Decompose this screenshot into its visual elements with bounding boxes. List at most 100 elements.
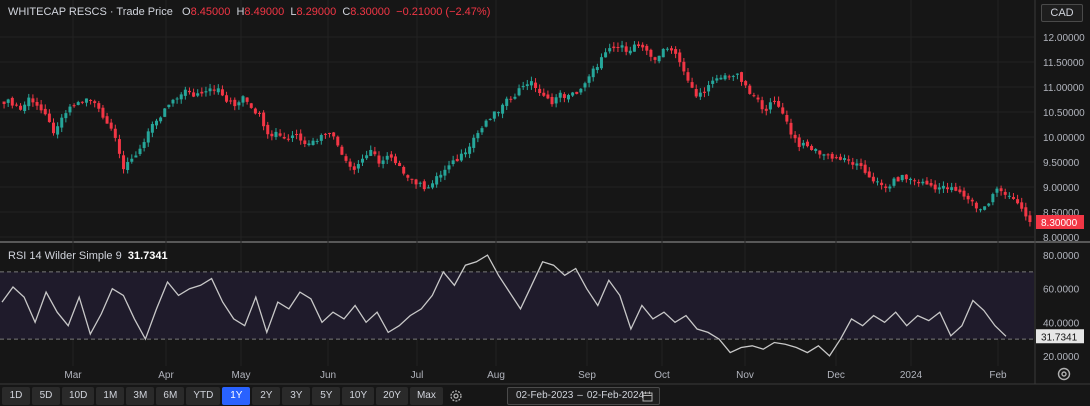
y-tick-label: 10.00000 xyxy=(1043,133,1085,144)
candle-body xyxy=(773,100,776,102)
range-button-3y[interactable]: 3Y xyxy=(282,387,311,405)
candle-body xyxy=(521,85,525,88)
price-legend: WHITECAP RESCS · Trade Price O8.45000 H8… xyxy=(8,6,490,18)
candle-body xyxy=(455,158,459,162)
range-button-2y[interactable]: 2Y xyxy=(252,387,281,405)
range-button-1m[interactable]: 1M xyxy=(96,387,125,405)
range-button-20y[interactable]: 20Y xyxy=(376,387,408,405)
candle-body xyxy=(604,52,608,58)
candle-body xyxy=(859,163,863,166)
candle-body xyxy=(171,99,175,104)
candle-body xyxy=(130,158,134,162)
y-tick-label: 9.00000 xyxy=(1043,183,1080,194)
y-tick-label: 12.00000 xyxy=(1043,33,1085,44)
candle-body xyxy=(6,99,10,103)
candle-body xyxy=(954,186,958,191)
candle-body xyxy=(513,96,517,99)
candle-body xyxy=(801,142,805,146)
candle-body xyxy=(690,82,694,88)
range-button-3m[interactable]: 3M xyxy=(126,387,155,405)
range-button-1d[interactable]: 1D xyxy=(2,387,30,405)
candle-body xyxy=(979,209,982,211)
candle-body xyxy=(472,137,476,148)
x-tick-label: Jun xyxy=(320,370,336,381)
x-tick-label: May xyxy=(232,370,251,381)
candle-body xyxy=(101,107,105,118)
candle-body xyxy=(641,44,645,48)
candle-body xyxy=(558,92,562,98)
candle-body xyxy=(888,186,892,189)
candle-body xyxy=(290,135,294,139)
y-tick-label: 8.00000 xyxy=(1043,233,1080,244)
candle-body xyxy=(344,156,348,161)
candle-body xyxy=(307,143,311,146)
x-tick-label: Dec xyxy=(827,370,845,381)
candle-body xyxy=(694,89,698,97)
range-gear-button[interactable] xyxy=(447,387,465,405)
chart-settings-button[interactable] xyxy=(1056,366,1072,382)
range-button-5d[interactable]: 5D xyxy=(32,387,60,405)
candle-body xyxy=(649,49,653,57)
candle-body xyxy=(876,181,879,183)
range-button-1y[interactable]: 1Y xyxy=(222,387,251,405)
candle-body xyxy=(785,114,789,122)
candle-body xyxy=(900,174,904,181)
candle-body xyxy=(431,183,435,188)
candle-body xyxy=(365,155,369,159)
candle-body xyxy=(225,95,229,102)
candle-body xyxy=(880,182,884,186)
candle-body xyxy=(941,185,945,189)
candle-body xyxy=(270,133,274,137)
candle-body xyxy=(39,104,43,111)
rsi-y-tick-label: 40.0000 xyxy=(1043,318,1080,329)
legend-change: −0.21000 (−2.47%) xyxy=(396,6,491,18)
candle-body xyxy=(702,91,706,93)
candle-body xyxy=(538,88,542,94)
candle-body xyxy=(187,90,191,93)
rsi-legend-value: 31.7341 xyxy=(127,250,168,262)
candle-body xyxy=(212,89,216,91)
x-tick-label: Oct xyxy=(654,370,670,381)
candle-body xyxy=(735,73,739,75)
candle-body xyxy=(229,100,233,102)
x-tick-label: Sep xyxy=(578,370,596,381)
candle-body xyxy=(93,101,97,104)
candle-body xyxy=(64,113,68,119)
candle-body xyxy=(159,117,163,122)
candle-body xyxy=(711,80,715,84)
candle-body xyxy=(999,188,1003,192)
candle-body xyxy=(47,113,51,123)
range-button-5y[interactable]: 5Y xyxy=(312,387,341,405)
candle-body xyxy=(534,82,538,88)
candle-body xyxy=(286,138,290,140)
candle-body xyxy=(933,184,937,190)
range-button-max[interactable]: Max xyxy=(409,387,443,405)
rsi-band-fill xyxy=(0,271,1034,340)
range-button-10d[interactable]: 10D xyxy=(62,387,95,405)
rsi-last-value-label: 31.7341 xyxy=(1041,332,1078,343)
candle-body xyxy=(418,182,422,184)
candle-body xyxy=(443,169,447,176)
candle-body xyxy=(719,77,723,80)
candle-body xyxy=(571,92,575,96)
gear-icon xyxy=(450,390,462,402)
date-range-picker[interactable]: 02-Feb-2023–02-Feb-2024 xyxy=(507,387,660,405)
range-button-10y[interactable]: 10Y xyxy=(342,387,375,405)
candle-body xyxy=(68,106,72,113)
range-button-6m[interactable]: 6M xyxy=(156,387,185,405)
candle-body xyxy=(748,85,752,94)
candle-body xyxy=(105,116,109,124)
candle-body xyxy=(805,141,809,147)
candle-body xyxy=(262,112,266,127)
candle-body xyxy=(146,131,150,143)
date-range-separator: – xyxy=(577,390,583,401)
candle-body xyxy=(266,124,270,135)
rsi-last-value-tag xyxy=(1036,329,1084,344)
candle-body xyxy=(113,128,117,138)
candle-body xyxy=(843,158,847,161)
range-button-ytd[interactable]: YTD xyxy=(186,387,221,405)
currency-button[interactable]: CAD xyxy=(1041,4,1083,22)
